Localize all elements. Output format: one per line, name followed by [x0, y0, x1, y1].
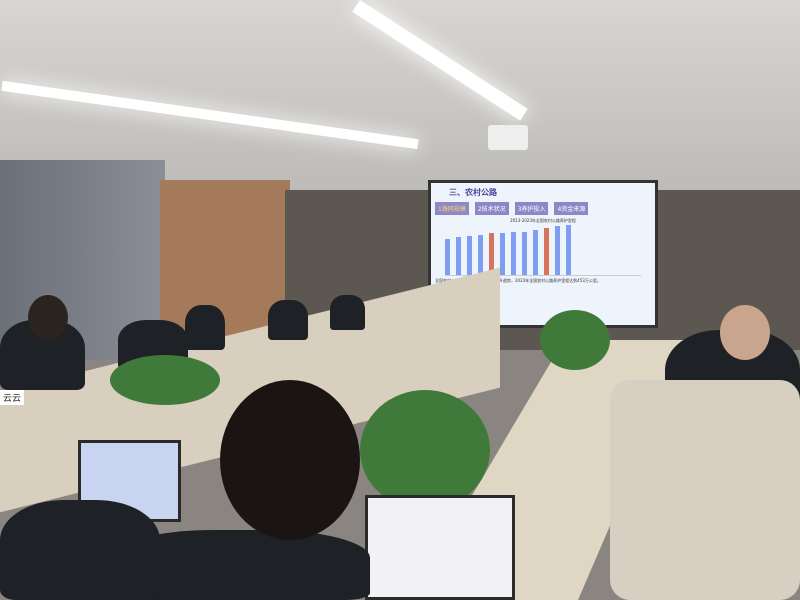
- slide-chart: [445, 225, 641, 276]
- person-foreground: [0, 500, 160, 600]
- slide-chart-bar: [511, 232, 516, 275]
- slide-chart-bar: [544, 228, 549, 275]
- slide-chart-bar: [489, 233, 494, 275]
- slide-steps: 1路网规模 2技术状况 3养护投入 4资金来源: [435, 202, 651, 215]
- plant: [360, 390, 490, 510]
- slide-chart-bar: [478, 235, 483, 275]
- slide-chart-bar: [522, 232, 527, 275]
- nameplate: 云云: [0, 390, 25, 405]
- slide-step: 4资金来源: [554, 202, 589, 215]
- slide-chart-bar: [500, 233, 505, 275]
- plant: [110, 355, 220, 405]
- slide-step: 1路网规模: [435, 202, 469, 215]
- slide-chart-bar: [566, 225, 571, 275]
- slide-step: 2技术状况: [474, 202, 509, 215]
- person-head: [220, 380, 360, 540]
- slide-chart-title: 2013-2023年全国农村公路养护里程: [510, 218, 576, 223]
- slide-chart-bar: [467, 236, 472, 275]
- slide-chart-bar: [555, 226, 560, 275]
- projector: [488, 125, 528, 150]
- slide-step: 3养护投入: [514, 202, 549, 215]
- slide-bullet: 全国农村公路养护里程规模总体呈上升趋势，2023年全国农村公路养护里程达到453…: [435, 278, 601, 283]
- person-head: [720, 305, 770, 360]
- plant: [540, 310, 610, 370]
- slide-chart-bar: [445, 239, 450, 275]
- person: [268, 300, 308, 340]
- slide-chart-bar: [533, 230, 538, 275]
- chair: [610, 380, 800, 600]
- slide-chart-bar: [456, 237, 461, 275]
- person-head: [28, 295, 68, 340]
- slide-title: 三、农村公路: [449, 188, 497, 197]
- person: [330, 295, 365, 330]
- laptop: [365, 495, 515, 600]
- person: [185, 305, 225, 350]
